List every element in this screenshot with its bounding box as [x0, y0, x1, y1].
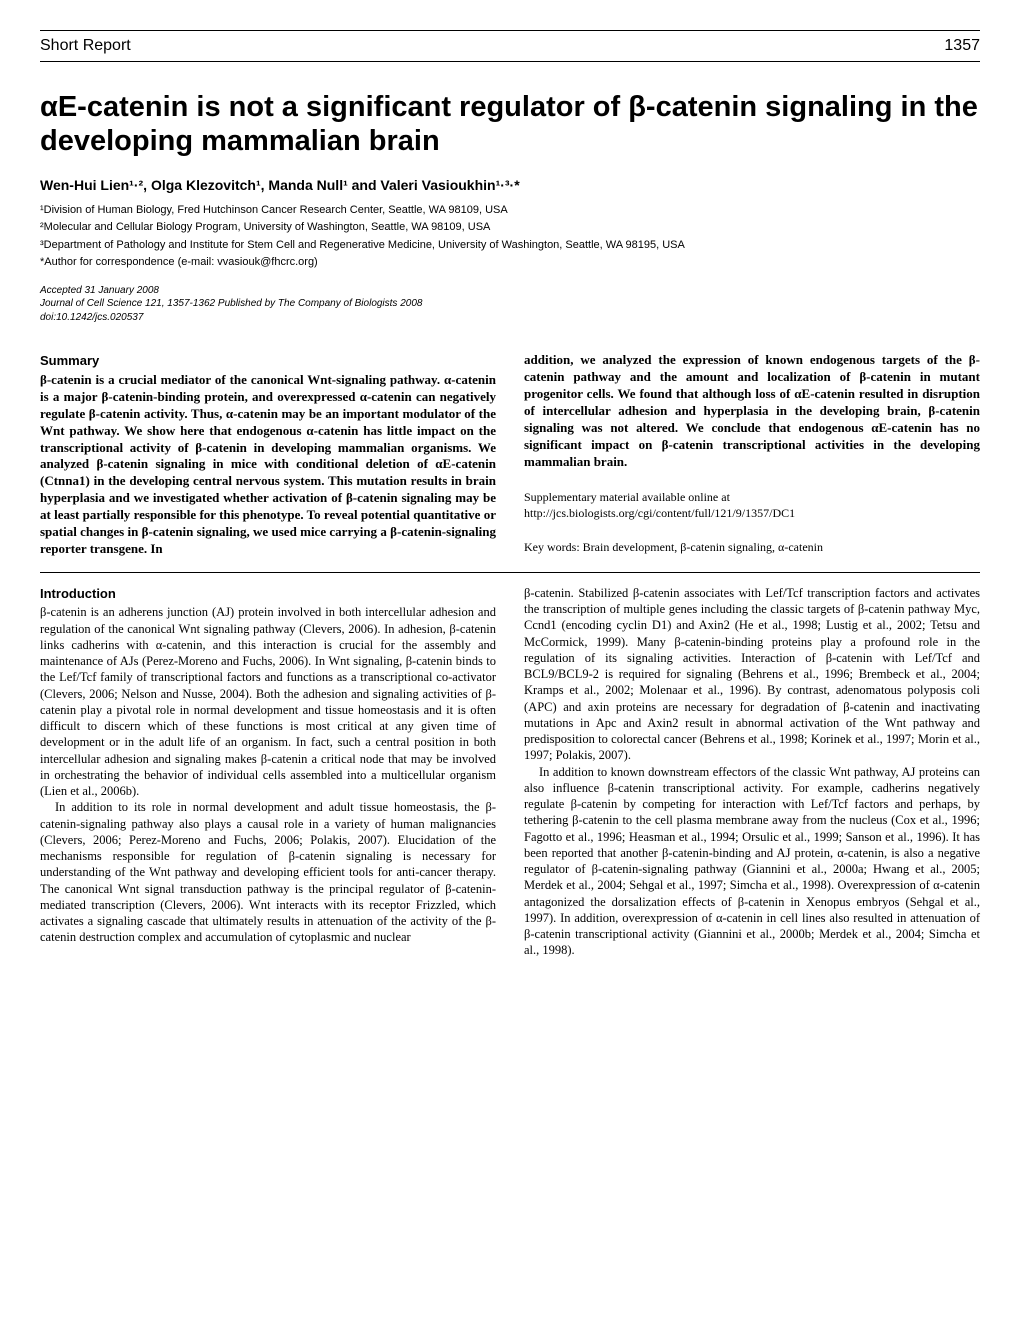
section-divider	[40, 572, 980, 573]
header-left: Short Report	[40, 35, 131, 57]
top-rule	[40, 30, 980, 31]
summary-right-col: addition, we analyzed the expression of …	[524, 352, 980, 557]
introduction-section: Introduction β-catenin is an adherens ju…	[40, 585, 980, 959]
affiliation-2: ²Molecular and Cellular Biology Program,…	[40, 220, 980, 235]
intro-left-col: Introduction β-catenin is an adherens ju…	[40, 585, 496, 959]
summary-heading: Summary	[40, 352, 496, 370]
supplementary-link: Supplementary material available online …	[524, 489, 980, 521]
summary-text-right: addition, we analyzed the expression of …	[524, 352, 980, 470]
summary-section: Summary β-catenin is a crucial mediator …	[40, 352, 980, 557]
article-meta: Accepted 31 January 2008 Journal of Cell…	[40, 284, 980, 325]
accepted-date: Accepted 31 January 2008	[40, 284, 980, 298]
summary-left-col: Summary β-catenin is a crucial mediator …	[40, 352, 496, 557]
introduction-heading: Introduction	[40, 585, 496, 603]
journal-citation: Journal of Cell Science 121, 1357-1362 P…	[40, 297, 980, 311]
intro-paragraph-3: β-catenin. Stabilized β-catenin associat…	[524, 585, 980, 764]
header-bottom-rule	[40, 61, 980, 62]
keywords: Key words: Brain development, β-catenin …	[524, 539, 980, 555]
authors: Wen-Hui Lien¹·², Olga Klezovitch¹, Manda…	[40, 176, 980, 195]
header-page-number: 1357	[944, 35, 980, 57]
intro-paragraph-2: In addition to its role in normal develo…	[40, 799, 496, 945]
doi: doi:10.1242/jcs.020537	[40, 311, 980, 325]
correspondence: *Author for correspondence (e-mail: vvas…	[40, 255, 980, 270]
running-header: Short Report 1357	[40, 35, 980, 57]
affiliation-1: ¹Division of Human Biology, Fred Hutchin…	[40, 203, 980, 218]
intro-body-right: β-catenin. Stabilized β-catenin associat…	[524, 585, 980, 959]
intro-paragraph-4: In addition to known downstream effector…	[524, 764, 980, 959]
article-title: αE-catenin is not a significant regulato…	[40, 90, 980, 158]
intro-body-left: β-catenin is an adherens junction (AJ) p…	[40, 604, 496, 945]
intro-paragraph-1: β-catenin is an adherens junction (AJ) p…	[40, 604, 496, 799]
affiliation-3: ³Department of Pathology and Institute f…	[40, 238, 980, 253]
summary-text-left: β-catenin is a crucial mediator of the c…	[40, 372, 496, 558]
intro-right-col: β-catenin. Stabilized β-catenin associat…	[524, 585, 980, 959]
